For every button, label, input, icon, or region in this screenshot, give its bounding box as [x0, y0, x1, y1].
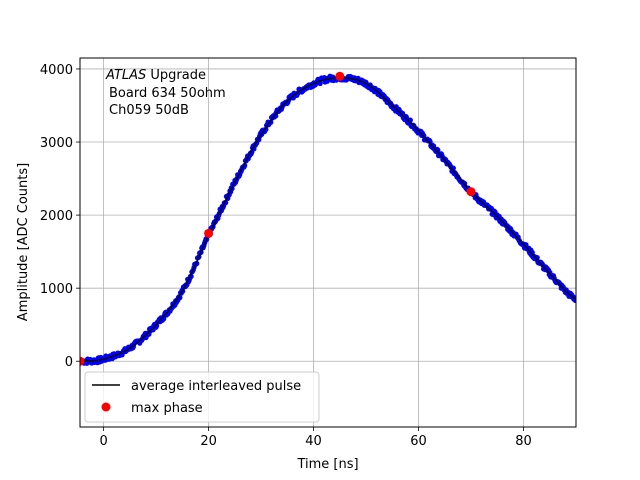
- legend-entry-max-phase: max phase: [131, 401, 203, 416]
- annotation-atlas: ATLAS: [105, 68, 146, 83]
- y-tick-label: 2000: [40, 209, 73, 224]
- y-tick-label: 1000: [40, 282, 73, 297]
- x-axis-label: Time [ns]: [296, 457, 358, 472]
- legend: average interleaved pulse max phase: [84, 371, 320, 423]
- y-tick-label: 0: [65, 355, 73, 370]
- annotation-line-3: Ch059 50dB: [109, 103, 189, 118]
- grid: [80, 58, 576, 427]
- annotation-line-2: Board 634 50ohm: [109, 86, 226, 101]
- legend-marker-swatch: [101, 402, 111, 412]
- y-axis-label: Amplitude [ADC Counts]: [16, 163, 31, 321]
- max-phase-point: [80, 356, 85, 366]
- x-tick-label: 0: [99, 434, 107, 449]
- y-tick-label: 4000: [40, 63, 73, 78]
- ticks: 0 20 40 60 80 0 1000 2000 3000 4000: [40, 63, 532, 449]
- x-tick-label: 20: [200, 434, 217, 449]
- annotation-line-1: ATLAS Upgrade: [105, 68, 206, 83]
- max-phase-point: [204, 228, 214, 238]
- plot-area: [80, 71, 576, 366]
- legend-box: [84, 371, 320, 423]
- max-phase-point: [466, 187, 476, 197]
- average-pulse-line: [82, 76, 576, 362]
- max-phase-point: [335, 71, 345, 81]
- x-tick-label: 80: [515, 434, 532, 449]
- x-tick-label: 60: [410, 434, 427, 449]
- y-tick-label: 3000: [40, 136, 73, 151]
- atlas-annotation: ATLAS Upgrade Board 634 50ohm Ch059 50dB: [105, 68, 226, 118]
- x-tick-label: 40: [305, 434, 322, 449]
- annotation-upgrade: Upgrade: [146, 68, 206, 83]
- axes-frame: [79, 57, 577, 428]
- legend-entry-average: average interleaved pulse: [131, 379, 301, 394]
